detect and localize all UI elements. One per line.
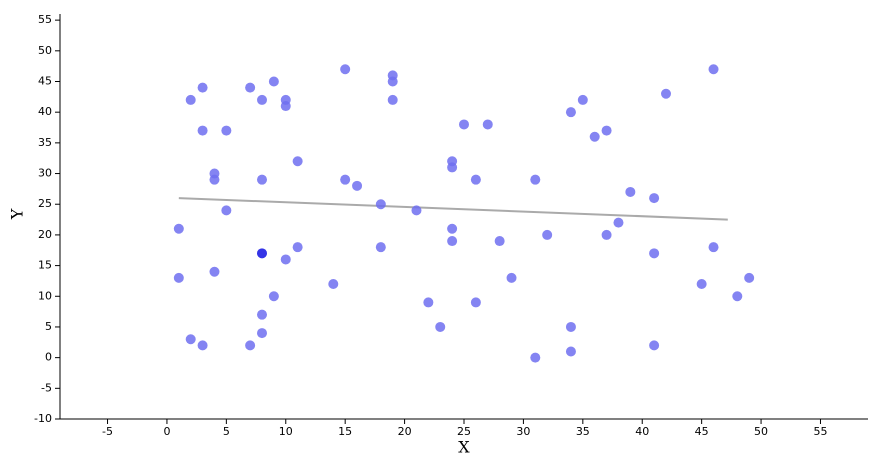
point bbox=[589, 131, 600, 142]
y-axis-title: Y bbox=[8, 208, 27, 220]
point bbox=[411, 205, 422, 216]
point bbox=[708, 64, 719, 75]
point bbox=[340, 174, 351, 185]
point bbox=[696, 279, 707, 289]
point bbox=[173, 223, 184, 234]
y-tick-label: 55 bbox=[38, 13, 52, 26]
point bbox=[197, 340, 208, 351]
highlighted-point bbox=[257, 248, 267, 259]
x-tick-label: 45 bbox=[695, 425, 709, 438]
point bbox=[661, 88, 671, 99]
point bbox=[375, 199, 386, 210]
trend-line bbox=[178, 197, 728, 221]
point bbox=[732, 291, 743, 302]
x-tick-label: -5 bbox=[102, 425, 113, 438]
y-tick-label: 5 bbox=[45, 320, 52, 333]
y-tick-label: -5 bbox=[41, 381, 52, 394]
point bbox=[565, 107, 576, 118]
y-tick-label: 25 bbox=[38, 197, 52, 210]
x-tick-label: 30 bbox=[516, 425, 530, 438]
y-tick-label: 35 bbox=[38, 136, 52, 149]
x-tick-label: 15 bbox=[338, 425, 352, 438]
point bbox=[482, 119, 493, 130]
y-tick-label: 40 bbox=[38, 105, 52, 118]
point bbox=[257, 94, 267, 105]
point bbox=[268, 76, 279, 87]
point bbox=[708, 242, 719, 253]
point bbox=[649, 193, 660, 204]
point bbox=[601, 229, 612, 240]
point bbox=[565, 321, 576, 332]
point bbox=[257, 174, 267, 185]
point bbox=[173, 272, 184, 283]
point bbox=[387, 94, 398, 105]
x-tick-label: 0 bbox=[163, 425, 170, 438]
point bbox=[649, 340, 660, 351]
point bbox=[185, 334, 196, 345]
point bbox=[245, 340, 256, 351]
point bbox=[257, 309, 267, 320]
x-axis-title: X bbox=[458, 438, 470, 457]
x-tick-label: 35 bbox=[576, 425, 590, 438]
point bbox=[221, 125, 232, 136]
point bbox=[292, 242, 303, 253]
point bbox=[221, 205, 232, 216]
point bbox=[447, 236, 458, 247]
point bbox=[613, 217, 624, 228]
y-tick-label: 30 bbox=[38, 167, 52, 180]
x-tick-label: 5 bbox=[223, 425, 230, 438]
point bbox=[435, 321, 446, 332]
x-tick-label: 10 bbox=[279, 425, 293, 438]
point bbox=[375, 242, 386, 253]
point bbox=[209, 174, 220, 185]
point bbox=[494, 236, 505, 247]
point bbox=[506, 272, 517, 283]
point bbox=[292, 156, 303, 167]
y-tick-label: 50 bbox=[38, 44, 52, 57]
point bbox=[328, 279, 339, 289]
point bbox=[470, 174, 481, 185]
point bbox=[447, 162, 458, 173]
x-tick-label: 40 bbox=[635, 425, 649, 438]
point bbox=[601, 125, 612, 136]
point bbox=[257, 328, 267, 339]
point bbox=[423, 297, 434, 308]
point bbox=[352, 180, 363, 191]
point bbox=[530, 174, 541, 185]
x-tick-label: 50 bbox=[754, 425, 768, 438]
point bbox=[280, 254, 291, 265]
point bbox=[447, 223, 458, 234]
point bbox=[340, 64, 351, 75]
point bbox=[197, 125, 208, 136]
point bbox=[744, 272, 755, 283]
y-tick-label: 45 bbox=[38, 75, 52, 88]
x-tick-label: 55 bbox=[813, 425, 827, 438]
point bbox=[459, 119, 469, 130]
y-tick-label: 20 bbox=[38, 228, 52, 241]
point bbox=[185, 94, 196, 105]
point bbox=[625, 186, 636, 197]
y-tick-label: -10 bbox=[34, 412, 52, 425]
point bbox=[280, 101, 291, 112]
point bbox=[565, 346, 576, 357]
y-tick-label: 10 bbox=[38, 289, 52, 302]
y-tick-label: 0 bbox=[45, 351, 52, 364]
point bbox=[197, 82, 208, 93]
x-tick-label: 20 bbox=[398, 425, 412, 438]
point bbox=[209, 266, 220, 277]
y-tick-label: 15 bbox=[38, 259, 52, 272]
point bbox=[542, 229, 553, 240]
x-tick-label: 25 bbox=[457, 425, 471, 438]
point bbox=[577, 94, 588, 105]
point bbox=[387, 76, 398, 87]
point bbox=[530, 352, 541, 363]
point bbox=[268, 291, 279, 302]
point bbox=[245, 82, 256, 93]
point bbox=[470, 297, 481, 308]
point bbox=[649, 248, 660, 259]
